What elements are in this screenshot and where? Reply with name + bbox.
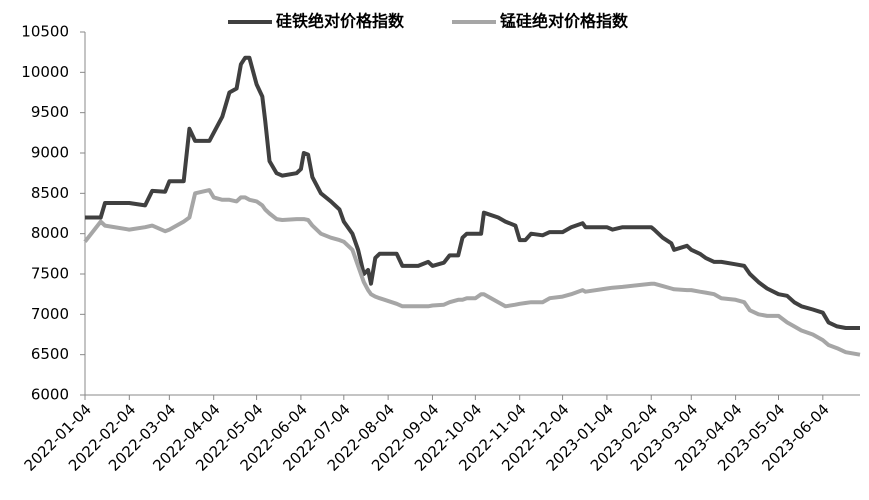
y-tick-label: 10000: [21, 63, 69, 81]
series-line: [85, 55, 860, 330]
y-tick-label: 8000: [31, 224, 69, 242]
y-tick-label: 9000: [31, 144, 69, 162]
y-tick-label: 7500: [31, 265, 69, 283]
series-line: [83, 188, 861, 357]
y-tick-label: 10500: [21, 23, 69, 41]
legend-label: 锰硅绝对价格指数: [500, 12, 629, 31]
y-tick-label: 9500: [31, 103, 69, 121]
y-tick-label: 6500: [31, 345, 69, 363]
y-tick-label: 8500: [31, 184, 69, 202]
y-tick-label: 7000: [31, 305, 69, 323]
y-tick-label: 6000: [31, 386, 69, 404]
legend-label: 硅铁绝对价格指数: [276, 12, 405, 31]
